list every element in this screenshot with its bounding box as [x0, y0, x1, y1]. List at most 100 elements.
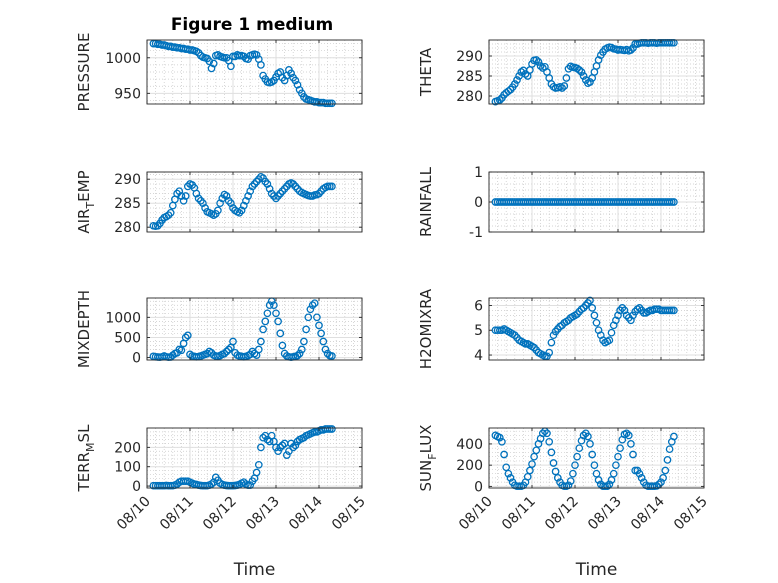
y-tick-label: 0	[474, 479, 483, 495]
data-point	[257, 337, 265, 346]
y-tick-label: 6	[474, 298, 483, 314]
axes-box	[146, 297, 363, 361]
data-point	[308, 301, 317, 310]
data-point	[291, 76, 300, 85]
data-point	[629, 450, 637, 459]
data-point	[179, 196, 188, 205]
x-tick-label: 08/10	[456, 494, 496, 534]
data-point	[510, 80, 519, 88]
data-point	[564, 481, 573, 490]
data-point	[239, 201, 248, 210]
data-point	[164, 211, 173, 220]
data-point	[274, 447, 282, 456]
data-point	[513, 76, 521, 84]
data-point	[670, 432, 678, 441]
data-point	[504, 469, 513, 478]
y-tick-label: 950	[114, 86, 141, 102]
data-point	[523, 472, 532, 481]
subplot-theta: 280 285 290 THETA	[417, 38, 705, 106]
data-point	[547, 448, 556, 457]
data-point	[670, 306, 678, 315]
data-point	[515, 482, 523, 491]
data-point	[181, 192, 190, 200]
data-point	[293, 351, 302, 360]
data-point	[594, 476, 603, 484]
data-point	[270, 301, 278, 310]
y-tick-label: 290	[456, 49, 483, 65]
x-tick-label: 08/14	[286, 493, 326, 533]
data-point	[534, 58, 543, 66]
data-point	[235, 208, 244, 217]
data-point	[252, 51, 261, 59]
data-point	[566, 477, 575, 485]
x-axis-label: Time	[233, 560, 276, 580]
data-point	[254, 460, 263, 469]
data-point	[605, 480, 614, 489]
data-point	[291, 441, 300, 450]
data-point	[528, 460, 536, 468]
data-point	[498, 437, 506, 446]
data-point	[276, 329, 285, 338]
data-point	[259, 325, 267, 334]
data-point	[521, 70, 530, 78]
data-point	[313, 313, 321, 322]
data-point	[222, 347, 231, 356]
data-point	[297, 345, 306, 354]
data-point	[553, 474, 562, 482]
data-point	[265, 184, 274, 193]
data-point	[295, 349, 304, 358]
data-point	[323, 99, 332, 108]
subplot-h2omixra: 4 5 6 H2OMIXRA	[417, 288, 705, 369]
data-point	[214, 206, 222, 215]
data-point	[661, 466, 670, 475]
y-tick-label: 200	[114, 440, 141, 456]
data-point	[289, 180, 298, 188]
data-point	[571, 461, 579, 470]
data-point	[302, 325, 310, 334]
data-point	[635, 469, 644, 478]
data-point	[261, 317, 270, 326]
data-point	[609, 469, 618, 478]
data-point	[560, 82, 569, 90]
data-point	[590, 311, 599, 320]
data-point	[545, 348, 554, 357]
axes-box	[146, 427, 363, 489]
data-point	[317, 187, 325, 196]
data-point	[573, 452, 581, 461]
data-point	[282, 451, 291, 459]
data-point	[500, 450, 508, 459]
y-tick-label: 5	[474, 323, 483, 339]
x-tick-label: 08/11	[157, 494, 197, 534]
y-axis-label: AIRTEMP	[75, 170, 97, 233]
y-tick-label: -1	[469, 225, 483, 241]
y-axis-label: THETA	[417, 47, 435, 97]
data-point	[323, 182, 332, 191]
y-tick-label: 285	[114, 196, 141, 212]
data-point	[665, 445, 674, 454]
data-point	[304, 313, 313, 322]
data-point	[209, 59, 218, 68]
data-point	[257, 61, 265, 69]
data-point	[220, 349, 229, 358]
data-point	[267, 189, 276, 198]
data-point	[558, 84, 566, 92]
x-tick-label: 08/12	[542, 494, 582, 534]
data-point	[562, 74, 571, 82]
data-point	[222, 192, 231, 200]
data-point	[257, 443, 265, 452]
data-point	[614, 452, 622, 461]
figure-title: Figure 1 medium	[171, 15, 333, 35]
data-point	[278, 341, 287, 350]
data-point	[274, 317, 282, 326]
data-point	[207, 480, 216, 488]
data-point	[665, 198, 674, 206]
data-point	[670, 198, 678, 206]
data-point	[328, 425, 336, 433]
data-point	[532, 56, 541, 64]
data-point	[532, 446, 541, 455]
data-point	[495, 96, 504, 104]
data-point	[227, 199, 235, 208]
data-point	[252, 177, 261, 186]
x-tick-label: 08/13	[585, 494, 625, 534]
